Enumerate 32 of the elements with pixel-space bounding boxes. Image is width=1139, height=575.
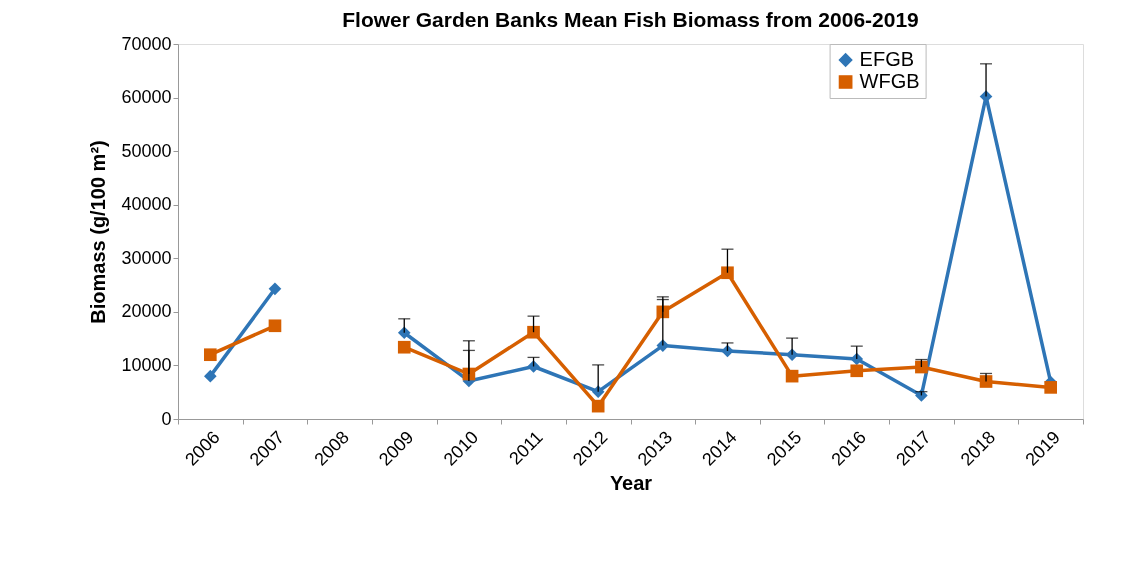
y-tick-label: 30000 [121,247,172,268]
point [204,348,217,362]
chart-title: Flower Garden Banks Mean Fish Biomass from 2006-2019 [342,8,919,31]
legend-label: WFGB [859,70,920,92]
point [527,325,540,339]
y-tick-label: 0 [161,408,172,429]
point [915,389,928,402]
x-axis-title: Year [609,471,653,494]
y-axis-title: Biomass (g/100 m²) [87,140,110,324]
point [1044,381,1057,394]
y-tick-label: 10000 [121,354,172,375]
point [591,385,605,398]
point [785,369,799,383]
y-tick-label: 60000 [121,87,172,108]
point [397,340,411,354]
point [656,305,670,319]
point [268,319,282,333]
point [268,282,282,296]
y-tick-label: 20000 [121,301,172,322]
legend-label: EFGB [859,48,915,70]
point [656,339,670,352]
point [915,360,928,374]
point [721,266,734,280]
point [850,352,864,366]
point [591,399,605,413]
y-tick-label: 70000 [121,33,172,54]
y-tick-label: 50000 [121,140,172,161]
y-tick-label: 40000 [121,194,172,215]
point [850,364,864,378]
point [397,326,411,340]
point [204,369,217,383]
point [527,360,540,373]
